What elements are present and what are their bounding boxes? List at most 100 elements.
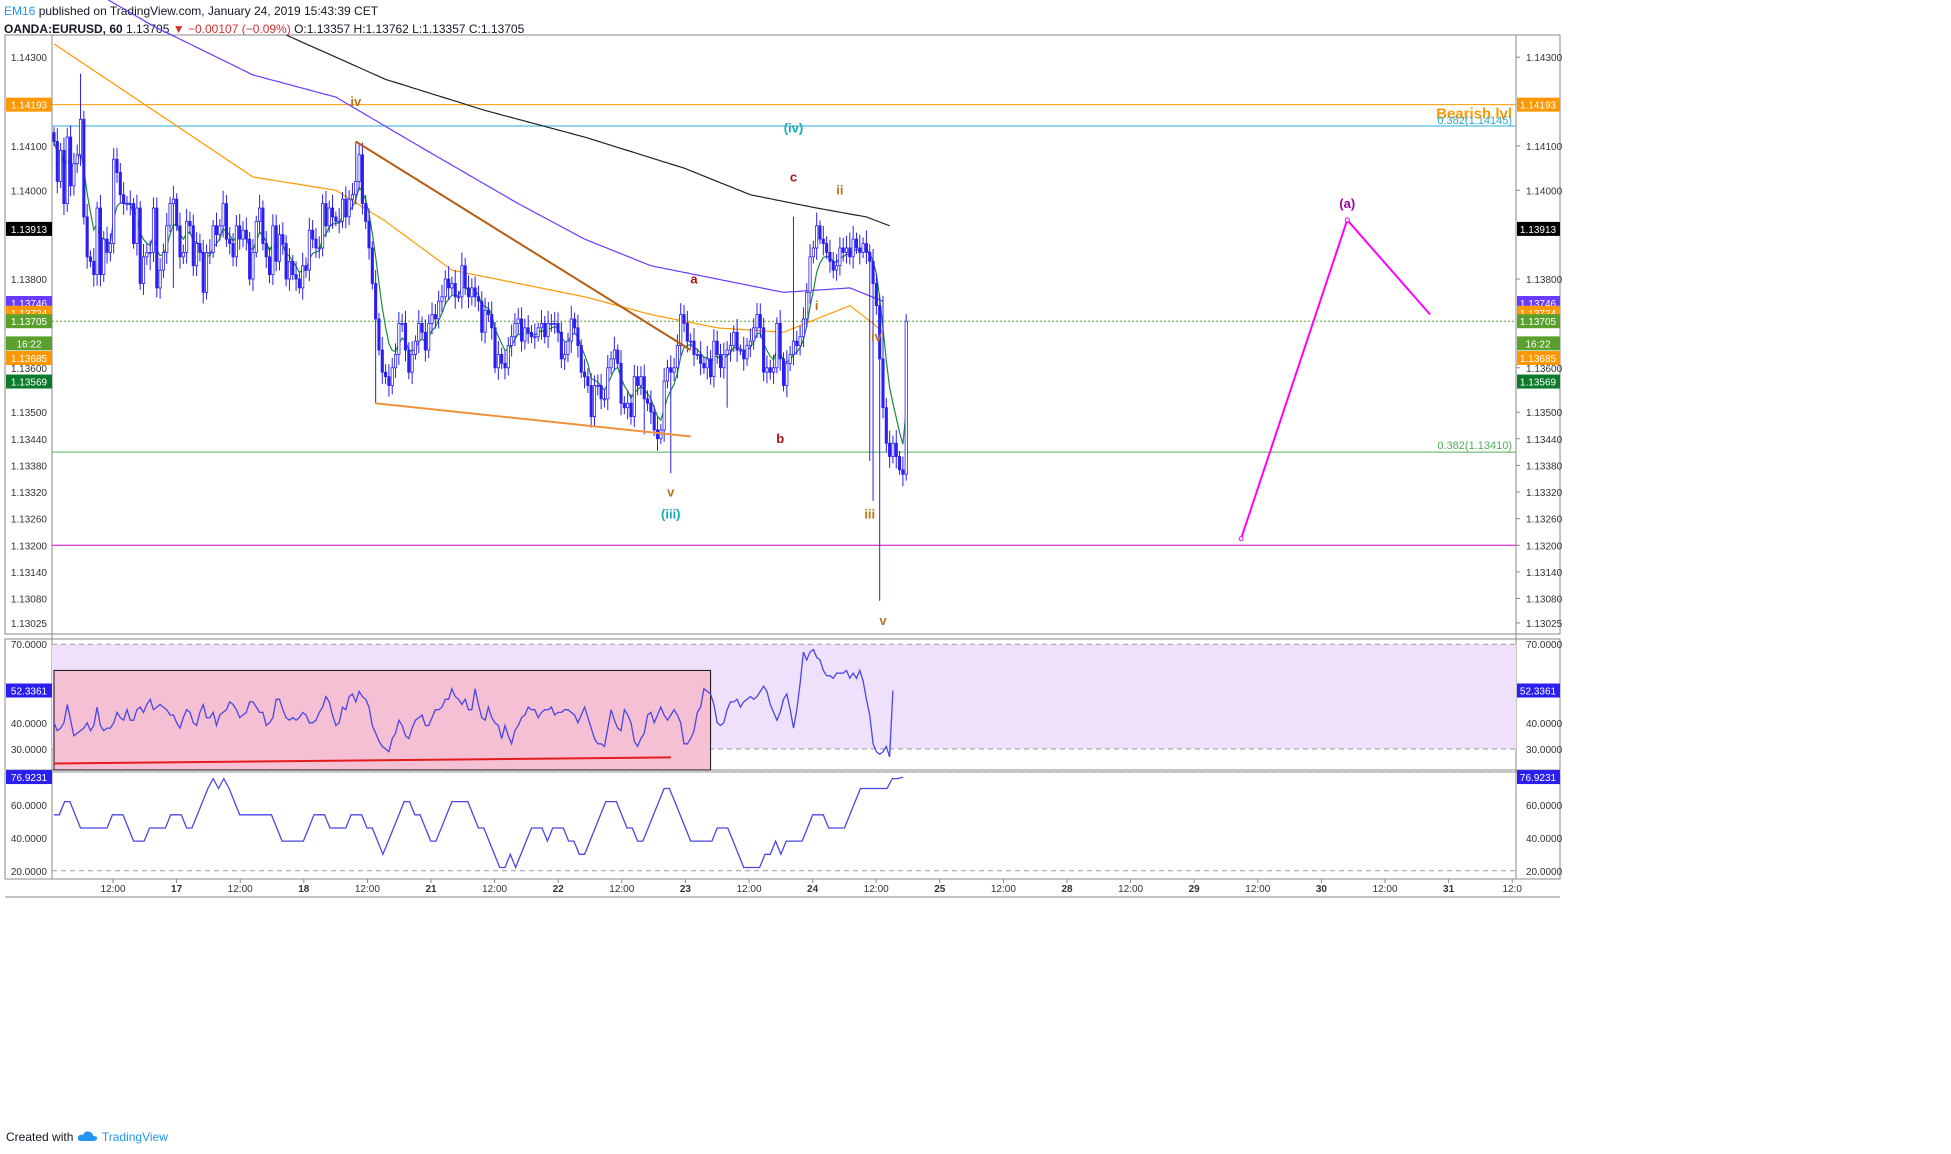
candle-body — [221, 203, 225, 227]
price-tick-left: 1.14000 — [11, 186, 48, 197]
time-tick: 29 — [1189, 884, 1201, 895]
candle-body — [526, 327, 530, 333]
candle-body — [808, 256, 812, 293]
candle-body — [413, 340, 417, 355]
pane-frame-1 — [4, 638, 1561, 771]
candle-body — [546, 323, 550, 338]
candle-body — [238, 225, 242, 240]
candle-body — [360, 154, 364, 205]
candle-body — [626, 402, 630, 409]
candle-body — [639, 376, 643, 386]
price-tick-left: 1.13260 — [11, 515, 48, 526]
candle-body — [470, 287, 474, 298]
candle-body — [825, 243, 829, 253]
time-tick: 12:00 — [1118, 884, 1143, 895]
time-tick: 17 — [171, 884, 183, 895]
candle-body — [539, 323, 544, 329]
author-name[interactable]: EM16 — [4, 4, 36, 18]
candle-body — [115, 158, 119, 173]
candle-body — [85, 216, 89, 258]
candle-body — [138, 207, 142, 284]
candle-body — [775, 323, 779, 369]
rsi-badge-right-text: 52.3361 — [1520, 687, 1557, 698]
candle-body — [334, 216, 338, 222]
candle-body — [105, 238, 109, 253]
wedge-lower-line — [375, 402, 691, 438]
candle-body — [888, 442, 892, 457]
candle-body — [874, 283, 878, 307]
price-tick-right: 1.13320 — [1526, 488, 1563, 499]
time-tick: 12:0 — [1502, 884, 1522, 895]
candle-body — [490, 314, 494, 329]
candle-body — [95, 207, 99, 276]
candle-body — [393, 354, 398, 369]
candle-body — [685, 323, 689, 342]
candle-body — [718, 354, 723, 369]
candle-body — [357, 154, 361, 182]
candle-body — [460, 265, 464, 298]
stoch-tick-left: 40.0000 — [11, 834, 48, 845]
wave-label: ii — [836, 183, 843, 198]
candle-body — [387, 376, 391, 386]
candle-body — [649, 402, 653, 413]
candle-body — [400, 323, 404, 325]
candle-body — [536, 327, 540, 338]
candle-body — [768, 367, 772, 373]
candle-body — [291, 260, 295, 275]
time-tick: 12:00 — [355, 884, 380, 895]
price-tick-left: 1.13600 — [11, 364, 48, 375]
candle-body — [450, 283, 454, 289]
candle-body — [622, 402, 626, 409]
tradingview-logo-icon — [77, 1130, 102, 1144]
candle-body — [553, 323, 557, 325]
candle-body — [390, 367, 394, 386]
candle-body — [301, 265, 305, 289]
stoch-tick-left: 60.0000 — [11, 801, 48, 812]
publish-info: EM16 published on TradingView.com, Janua… — [4, 4, 378, 18]
candle-body — [583, 371, 587, 378]
publish-text: published on TradingView.com, January 24… — [38, 4, 379, 18]
candle-body — [689, 340, 693, 343]
tradingview-link[interactable]: TradingView — [101, 1130, 168, 1144]
time-tick: 12:00 — [864, 884, 889, 895]
candle-body — [728, 345, 733, 351]
candle-body — [765, 367, 769, 373]
rsi-tick-left: 30.0000 — [11, 745, 48, 756]
rsi-line — [53, 648, 894, 758]
price-badge-left-text: 1.13569 — [11, 378, 48, 389]
candle-body — [533, 336, 537, 339]
time-tick: 22 — [553, 884, 565, 895]
candle-body — [838, 247, 842, 267]
candle-body — [513, 323, 517, 338]
candle-body — [112, 158, 116, 244]
candle-body — [108, 243, 112, 253]
candle-body — [476, 296, 480, 302]
price-badge-left — [6, 374, 52, 389]
candle-body — [314, 238, 318, 249]
sma-200-line — [285, 34, 890, 227]
candle-body — [420, 323, 424, 333]
time-tick: 21 — [425, 884, 437, 895]
candle-body — [646, 398, 650, 404]
candle-body — [864, 243, 868, 253]
candle-body — [878, 305, 882, 360]
symbol-label: OANDA:EURUSD, 60 — [4, 22, 123, 36]
time-tick: 24 — [807, 884, 819, 895]
candle-body — [287, 260, 291, 280]
wave-label: v — [667, 484, 675, 499]
wave-label: iv — [350, 94, 362, 109]
price-badge-right-text: 1.13913 — [1520, 225, 1557, 236]
candle-body — [566, 340, 570, 355]
candle-body — [672, 367, 676, 373]
candle-body — [579, 345, 583, 373]
candle-body — [573, 318, 577, 329]
price-tick-left: 1.13080 — [11, 595, 48, 606]
candle-body — [898, 456, 902, 471]
candle-body — [354, 181, 358, 196]
price-badge-right-text: 1.13685 — [1520, 354, 1557, 365]
candle-body — [891, 442, 895, 457]
price-badge-left-text: 1.14193 — [11, 101, 48, 112]
candle-body — [632, 376, 636, 417]
